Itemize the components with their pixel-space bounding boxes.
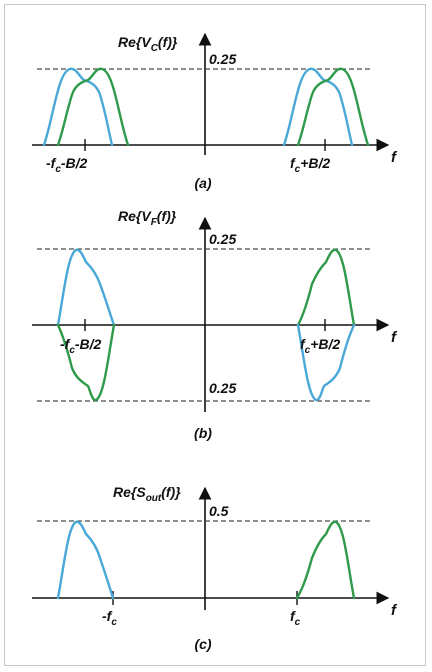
panel-b-ylabel: Re{VF(f)}	[118, 208, 177, 228]
panel-c-left-blue-curve	[56, 520, 115, 600]
panel-a: Re{VC(f)} 0.25 -fc-B/2 fc+B/2 f (a)	[32, 32, 398, 191]
panel-c-right-green-curve	[295, 520, 356, 600]
panel-a-tick-right-label: fc+B/2	[290, 155, 330, 175]
panel-a-left-blue-curve	[42, 67, 114, 147]
panel-a-tick-left-label: -fc-B/2	[46, 155, 88, 175]
panel-a-left-green-curve	[56, 67, 130, 147]
panel-b-level-top-label: 0.25	[209, 231, 236, 247]
panel-c: Re{Sout(f)} 0.5 -fc fc f (c)	[32, 484, 398, 652]
panel-c-tick-left-label: -fc	[102, 608, 117, 628]
panel-a-level-label: 0.25	[209, 51, 236, 67]
panel-a-ylabel: Re{VC(f)}	[118, 34, 178, 54]
panel-c-level-label: 0.5	[209, 503, 229, 519]
panel-b-xlabel: f	[391, 329, 398, 346]
panel-b-tick-left-label: -fc-B/2	[60, 336, 102, 356]
panel-b-left-blue-curve	[56, 248, 116, 327]
panel-b-right-blue-curve	[296, 323, 356, 402]
panel-c-tick-right-label: fc	[290, 608, 301, 628]
panel-c-xlabel: f	[391, 602, 398, 619]
panel-b-caption: (b)	[194, 425, 212, 441]
panel-b-right-green-curve	[296, 248, 356, 327]
panel-b-left-green-curve	[56, 323, 116, 402]
panel-b-level-bottom-label: 0.25	[209, 380, 236, 396]
panel-a-right-blue-curve	[282, 67, 354, 147]
panel-a-xlabel: f	[391, 149, 398, 166]
panel-a-caption: (a)	[194, 175, 211, 191]
panel-c-caption: (c)	[194, 636, 211, 652]
panel-a-right-green-curve	[296, 67, 370, 147]
panel-b: Re{VF(f)} 0.25 0.25 -fc-B/2 fc+B/2 f (b)	[32, 208, 398, 441]
panel-c-ylabel: Re{Sout(f)}	[113, 484, 181, 504]
panel-b-tick-right-label: fc+B/2	[300, 336, 340, 356]
figure-frame	[4, 4, 426, 666]
